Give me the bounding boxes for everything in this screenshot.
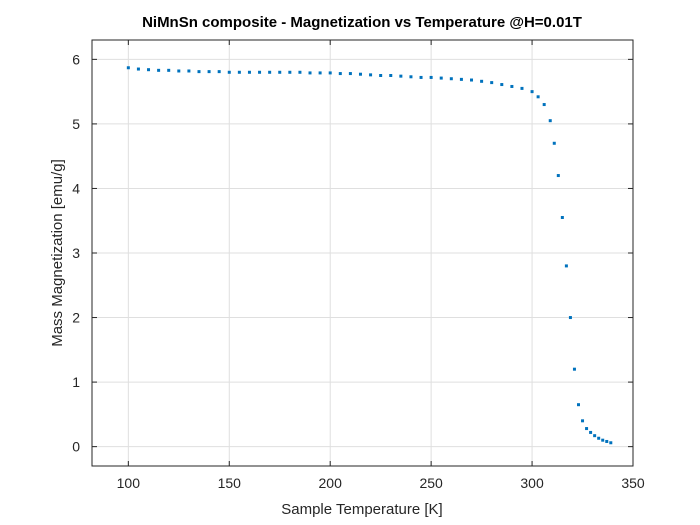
data-point <box>585 427 589 431</box>
data-point <box>552 141 556 145</box>
data-point <box>609 441 613 445</box>
x-tick-label: 100 <box>117 475 141 491</box>
data-point <box>177 69 181 73</box>
data-point <box>207 70 211 74</box>
y-tick-label: 2 <box>72 310 80 326</box>
data-point <box>560 216 564 219</box>
data-point <box>556 174 560 178</box>
data-point <box>338 72 342 76</box>
data-point <box>136 67 140 71</box>
data-point <box>593 434 597 438</box>
data-point <box>187 69 191 73</box>
data-point <box>348 72 352 76</box>
data-point <box>530 90 534 94</box>
data-point <box>379 74 383 77</box>
x-axis-label: Sample Temperature [K] <box>281 501 442 518</box>
data-point <box>490 81 494 85</box>
data-point <box>147 68 151 72</box>
data-point <box>500 83 504 87</box>
data-points <box>126 66 613 445</box>
y-axis-label: Mass Magnetization [emu/g] <box>49 159 66 347</box>
y-tick-label: 3 <box>72 245 80 261</box>
data-point <box>358 72 362 76</box>
data-point <box>409 75 413 79</box>
data-point <box>126 66 130 70</box>
grid-lines <box>92 40 634 466</box>
data-point <box>605 439 609 443</box>
data-point <box>308 71 312 75</box>
data-point <box>268 70 272 74</box>
y-tick-label: 6 <box>72 51 80 67</box>
data-point <box>536 95 540 99</box>
data-point <box>589 430 593 434</box>
data-point <box>510 84 514 88</box>
data-point <box>568 316 572 320</box>
data-point <box>470 78 474 82</box>
data-point <box>542 103 546 107</box>
data-point <box>581 419 585 423</box>
data-point <box>419 75 423 79</box>
data-point <box>318 71 322 75</box>
data-point <box>217 70 221 74</box>
data-point <box>449 77 453 81</box>
data-point <box>459 77 463 81</box>
data-point <box>247 70 251 74</box>
data-point <box>369 73 373 77</box>
data-point <box>167 68 171 72</box>
y-tick-label: 0 <box>72 439 80 455</box>
data-point <box>288 70 292 74</box>
y-tick-label: 5 <box>72 116 80 132</box>
data-point <box>258 70 262 74</box>
data-point <box>278 70 282 74</box>
x-tick-label: 150 <box>218 475 242 491</box>
data-point <box>520 86 524 90</box>
data-point <box>601 438 605 442</box>
data-point <box>399 74 403 78</box>
data-point <box>597 436 601 440</box>
axis-ticks: 100 150 200 250 300 350 0 1 2 3 4 5 6 <box>72 40 645 491</box>
data-point <box>564 264 568 268</box>
data-point <box>389 74 393 77</box>
data-point <box>429 75 433 79</box>
data-point <box>480 79 484 83</box>
data-point <box>576 403 580 407</box>
chart-title: NiMnSn composite - Magnetization vs Temp… <box>142 14 582 31</box>
y-tick-label: 1 <box>72 374 80 390</box>
data-point <box>227 70 231 74</box>
x-tick-label: 300 <box>520 475 544 491</box>
x-tick-label: 200 <box>319 475 343 491</box>
data-point <box>439 76 443 80</box>
data-point <box>197 70 201 74</box>
data-point <box>548 119 552 123</box>
data-point <box>572 367 576 371</box>
data-point <box>237 70 241 74</box>
data-point <box>157 68 161 72</box>
x-tick-label: 350 <box>621 475 645 491</box>
x-tick-label: 250 <box>419 475 443 491</box>
data-point <box>328 71 332 75</box>
y-tick-label: 4 <box>72 180 80 196</box>
data-point <box>298 70 302 74</box>
